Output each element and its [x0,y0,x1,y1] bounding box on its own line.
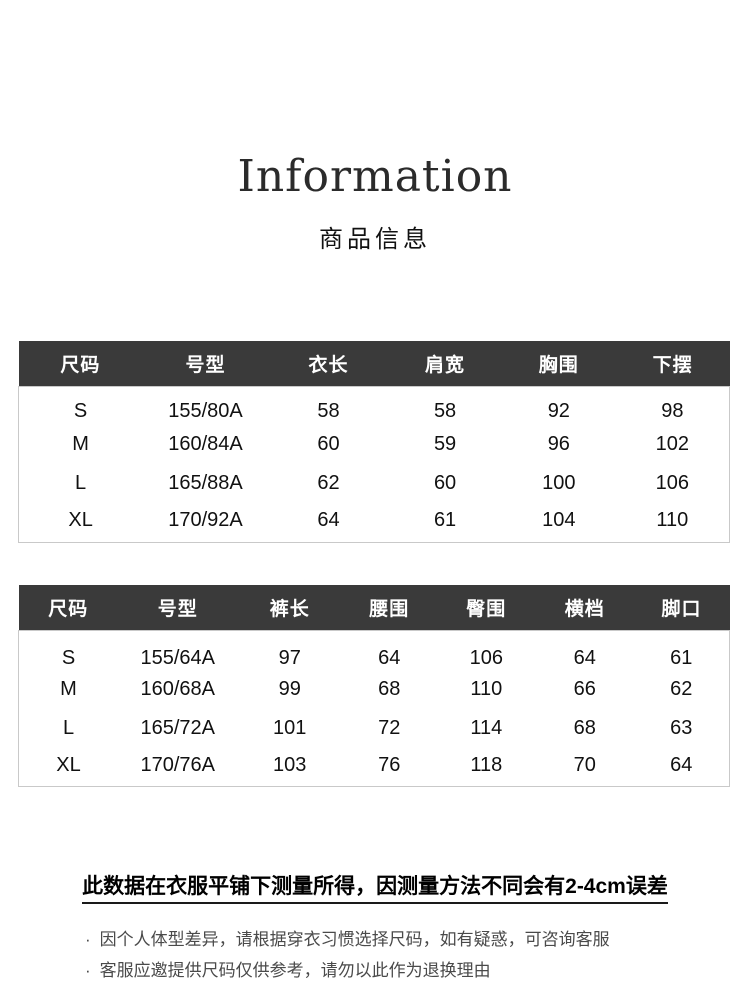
table-row: L 165/72A 101 72 114 68 63 [19,709,730,748]
column-header-bust: 胸围 [501,341,616,386]
table-cell: 101 [273,716,307,739]
table-cell: 61 [433,509,457,532]
table-cell: S [73,400,88,423]
table-row: M 160/84A 60 59 96 102 [19,425,730,464]
table-cell: 110 [656,509,689,532]
table-cell: 59 [433,433,457,455]
column-header-crotch: 横档 [536,585,634,630]
table-cell: 170/76A [140,753,215,776]
table-cell: 60 [317,433,340,455]
table-row: XL 170/92A 64 61 104 110 [19,503,730,542]
column-header-model: 号型 [118,585,238,630]
column-header-hem: 下摆 [615,341,730,386]
table-cell: 160/68A [140,677,215,700]
table-cell: 62 [670,677,693,700]
table-cell: 63 [670,716,693,739]
measurement-disclaimer-text: 此数据在衣服平铺下测量所得，因测量方法不同会有2-4cm误差 [82,875,668,904]
table-cell: XL [56,753,81,776]
table-cell: 102 [655,433,690,455]
table-cell: 96 [547,433,570,455]
table-cell: 76 [378,753,401,776]
tops-size-table: 尺码 号型 衣长 肩宽 胸围 下摆 S 155/80A 58 58 92 98 … [18,341,730,543]
table-cell: 170/92A [168,509,243,532]
table-cell: 92 [547,400,570,423]
table-cell: 104 [542,509,576,532]
table-header-row: 尺码 号型 衣长 肩宽 胸围 下摆 [18,341,730,386]
column-header-waist: 腰围 [341,585,437,630]
note-text: 因个人体型差异，请根据穿衣习惯选择尺码，如有疑惑，可咨询客服 [99,930,610,949]
table-cell: 68 [378,677,401,700]
table-cell: 118 [470,753,503,776]
page-subtitle: 商品信息 [319,226,431,253]
table-cell: 114 [470,716,503,739]
bullet-dot: · [85,961,91,980]
table-cell: 106 [655,472,690,494]
table-cell: 103 [273,753,307,776]
table-cell: M [60,677,77,700]
column-header-model: 号型 [142,341,269,386]
table-row: S 155/64A 97 64 106 64 61 [19,630,730,670]
column-header-size: 尺码 [18,341,143,386]
table-cell: 64 [317,509,340,532]
note-item: · 因个人体型差异，请根据穿衣习惯选择尺码，如有疑惑，可咨询客服 [85,924,710,955]
column-header-leg-opening: 脚口 [633,585,730,630]
table-cell: 106 [469,646,503,669]
column-header-shoulder: 肩宽 [388,341,502,386]
table-cell: 165/88A [168,472,243,494]
table-row: M 160/68A 99 68 110 66 62 [19,670,730,709]
column-header-size: 尺码 [18,585,119,630]
notes-list: · 因个人体型差异，请根据穿衣习惯选择尺码，如有疑惑，可咨询客服 · 客服应邀提供尺… [85,924,710,986]
table-cell: 110 [470,677,503,700]
table-cell: 98 [661,400,684,423]
table-row: L 165/88A 62 60 100 106 [19,464,730,503]
table-cell: 70 [573,753,596,776]
table-cell: 64 [670,753,693,776]
column-header-hip: 臀围 [436,585,537,630]
table-cell: 97 [278,646,301,669]
table-row: XL 170/76A 103 76 118 70 64 [19,748,730,787]
table-cell: 155/80A [168,400,243,423]
table-cell: 58 [317,400,340,423]
page-title: Information [237,151,513,202]
table-cell: 160/84A [168,433,243,455]
note-item: · 客服应邀提供尺码仅供参考，请勿以此作为退换理由 [85,955,710,986]
table-cell: 64 [573,646,596,669]
table-cell: L [75,472,87,494]
table-row: S 155/80A 58 58 92 98 [19,386,730,425]
table-cell: 61 [670,646,693,669]
table-cell: 68 [573,716,596,739]
table-cell: 66 [573,677,596,700]
measurement-disclaimer: 此数据在衣服平铺下测量所得，因测量方法不同会有2-4cm误差 [0,870,750,904]
table-header-row: 尺码 号型 裤长 腰围 臀围 横档 脚口 [18,585,730,630]
bullet-dot: · [85,930,91,949]
table-cell: L [62,716,75,739]
table-cell: 99 [278,677,301,700]
table-cell: 165/72A [140,716,215,739]
note-text: 客服应邀提供尺码仅供参考，请勿以此作为退换理由 [99,961,491,980]
table-cell: 64 [378,646,401,669]
column-header-garment-length: 衣长 [268,341,389,386]
table-cell: 60 [433,472,457,494]
table-cell: 100 [542,472,576,494]
table-cell: 58 [433,400,457,423]
table-cell: M [72,433,89,455]
pants-size-table: 尺码 号型 裤长 腰围 臀围 横档 脚口 S 155/64A 97 64 106… [18,585,730,787]
table-cell: 155/64A [140,646,215,669]
table-cell: 72 [378,716,401,739]
table-cell: S [61,646,76,669]
column-header-pant-length: 裤长 [237,585,342,630]
table-cell: XL [68,509,93,532]
table-cell: 62 [317,472,340,494]
